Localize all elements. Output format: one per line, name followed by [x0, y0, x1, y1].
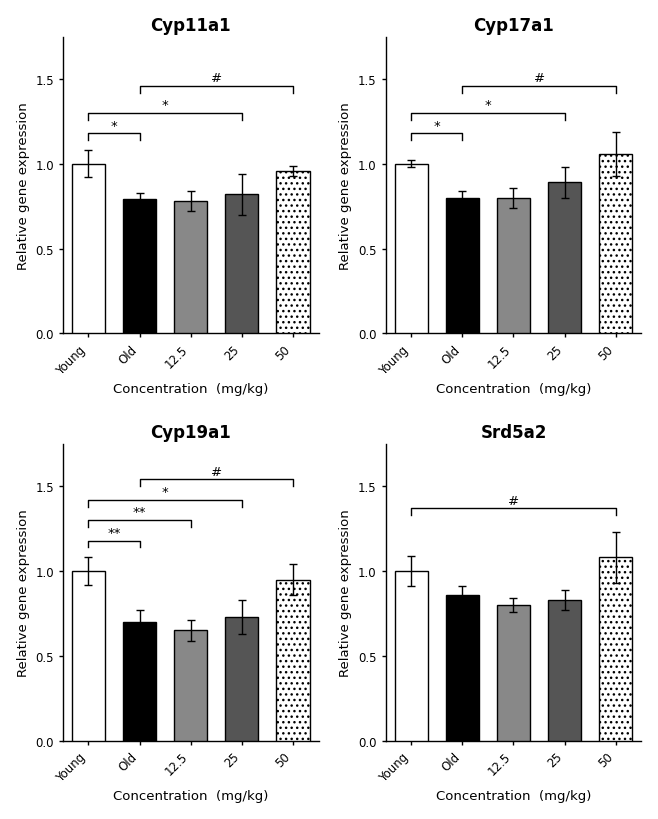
Bar [276, 171, 310, 334]
Text: #: # [211, 72, 222, 85]
Bar [395, 572, 428, 740]
Y-axis label: Relative gene expression: Relative gene expression [16, 509, 30, 676]
Bar [445, 198, 479, 334]
Bar [174, 631, 207, 740]
X-axis label: Concentration  (mg/kg): Concentration (mg/kg) [113, 382, 268, 396]
Text: *: * [111, 120, 117, 133]
Text: #: # [211, 465, 222, 478]
Bar [72, 165, 105, 334]
Bar [599, 558, 632, 740]
Title: Cyp11a1: Cyp11a1 [151, 16, 231, 34]
Y-axis label: Relative gene expression: Relative gene expression [340, 102, 353, 269]
Text: #: # [508, 494, 519, 507]
Y-axis label: Relative gene expression: Relative gene expression [340, 509, 353, 676]
Bar [123, 200, 156, 334]
Bar [72, 572, 105, 740]
Bar [123, 622, 156, 740]
Bar [548, 600, 581, 740]
Title: Srd5a2: Srd5a2 [480, 423, 547, 441]
Bar [395, 165, 428, 334]
X-axis label: Concentration  (mg/kg): Concentration (mg/kg) [113, 790, 268, 803]
Bar [445, 595, 479, 740]
Bar [599, 155, 632, 334]
Y-axis label: Relative gene expression: Relative gene expression [16, 102, 30, 269]
Text: **: ** [133, 506, 146, 518]
Text: *: * [484, 99, 492, 112]
Bar [225, 195, 259, 334]
Title: Cyp19a1: Cyp19a1 [151, 423, 231, 441]
X-axis label: Concentration  (mg/kg): Concentration (mg/kg) [436, 790, 591, 803]
X-axis label: Concentration  (mg/kg): Concentration (mg/kg) [436, 382, 591, 396]
Text: *: * [162, 486, 168, 499]
Text: **: ** [107, 526, 121, 539]
Bar [497, 605, 530, 740]
Text: *: * [162, 99, 168, 112]
Title: Cyp17a1: Cyp17a1 [473, 16, 554, 34]
Bar [174, 201, 207, 334]
Bar [497, 198, 530, 334]
Text: *: * [434, 120, 440, 133]
Bar [276, 580, 310, 740]
Bar [225, 617, 259, 740]
Bar [548, 183, 581, 334]
Text: #: # [534, 72, 545, 85]
